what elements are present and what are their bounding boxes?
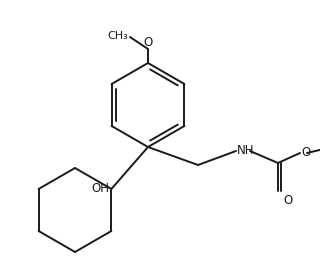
Text: O: O [143, 36, 153, 49]
Text: CH₃: CH₃ [107, 31, 128, 41]
Text: OH: OH [92, 181, 109, 195]
Text: O: O [283, 194, 292, 207]
Text: NH: NH [237, 144, 254, 158]
Text: O: O [301, 147, 310, 159]
